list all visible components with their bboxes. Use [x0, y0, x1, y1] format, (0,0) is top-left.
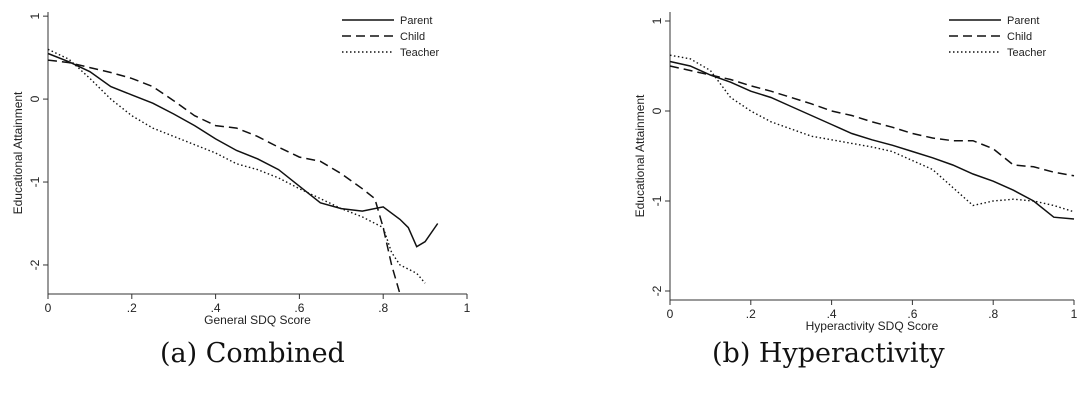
chart-a-legend-label-parent: Parent: [400, 15, 432, 27]
caption-b: (b) Hyperactivity: [712, 338, 945, 369]
chart-b-svg: 0 .2 .4 .6 .8 1 1 0 -1 -2 Hyperactivity SDQ Score E…: [633, 12, 1078, 333]
chart-a-legend-label-child: Child: [400, 31, 425, 43]
chart-b-y-tick-label: -1: [650, 195, 664, 206]
chart-b-x-tick-label: 1: [1071, 307, 1078, 321]
chart-a-x-tick-label: .6: [294, 301, 304, 315]
chart-b-x-tick-label: 0: [667, 307, 674, 321]
chart-a-y-tick-label: 0: [28, 95, 42, 102]
chart-b-x-tick-label: .8: [988, 307, 998, 321]
chart-b-series-parent: [669, 60, 1075, 220]
chart-a-series-child: [47, 59, 401, 295]
caption-a: (a) Combined: [160, 338, 345, 369]
chart-b-x-tick-label: .6: [907, 307, 917, 321]
chart-b-legend-label-child: Child: [1007, 31, 1032, 43]
chart-b-y-tick-label: 1: [650, 17, 664, 24]
chart-a-svg: 0 .2 .4 .6 .8 1 1 0 -1 -2 General SDQ Score Educati…: [11, 12, 471, 327]
chart-a-series-parent: [47, 52, 439, 248]
chart-b-legend-label-parent: Parent: [1007, 15, 1039, 27]
chart-a-legend-label-teacher: Teacher: [400, 47, 439, 59]
chart-a-x-tick-label: .8: [378, 301, 388, 315]
chart-b-x-axis-title: Hyperactivity SDQ Score: [806, 319, 939, 333]
chart-b-series-teacher: [669, 54, 1075, 213]
chart-a-series-teacher: [47, 48, 426, 284]
chart-a-x-tick-label: .4: [211, 301, 221, 315]
chart-a-x-axis-title: General SDQ Score: [204, 313, 311, 327]
chart-a-x-tick-label: .2: [127, 301, 137, 315]
chart-a-y-tick-label: 1: [28, 12, 42, 19]
chart-a-y-tick-label: -1: [28, 176, 42, 187]
chart-a-y-axis-title: Educational Attainment: [11, 91, 25, 214]
chart-a-x-tick-label: 0: [45, 301, 52, 315]
chart-a-y-tick-label: -2: [28, 259, 42, 270]
chart-b-legend-label-teacher: Teacher: [1007, 47, 1046, 59]
chart-b-y-tick-label: 0: [650, 107, 664, 114]
chart-panel-b: 0 .2 .4 .6 .8 1 1 0 -1 -2 Hyperactivity SDQ Score E…: [540, 0, 1081, 396]
chart-b-x-tick-label: .2: [746, 307, 756, 321]
chart-b-y-tick-label: -2: [650, 285, 664, 296]
chart-a-x-tick-label: 1: [464, 301, 471, 315]
chart-b-series-child: [669, 65, 1075, 177]
chart-panel-a: 0 .2 .4 .6 .8 1 1 0 -1 -2 General SDQ Score Educati…: [0, 0, 540, 396]
chart-b-y-axis-title: Educational Attainment: [633, 94, 647, 217]
chart-b-x-tick-label: .4: [827, 307, 837, 321]
